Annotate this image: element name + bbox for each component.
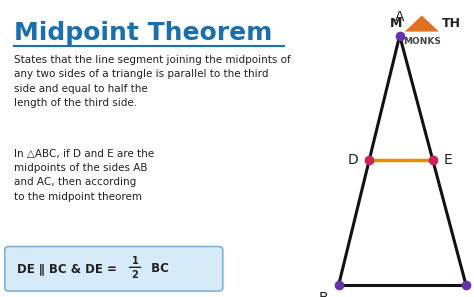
- Text: States that the line segment joining the midpoints of
any two sides of a triangl: States that the line segment joining the…: [14, 55, 291, 108]
- Text: MONKS: MONKS: [403, 37, 441, 46]
- Text: DE ∥ BC & DE =: DE ∥ BC & DE =: [17, 262, 120, 275]
- Text: TH: TH: [441, 17, 460, 30]
- Text: 1: 1: [132, 256, 138, 266]
- Text: Midpoint Theorem: Midpoint Theorem: [14, 21, 273, 45]
- Text: E: E: [444, 153, 452, 168]
- Text: 2: 2: [132, 270, 138, 280]
- Text: In △ABC, if D and E are the
midpoints of the sides AB
and AC, then according
to : In △ABC, if D and E are the midpoints of…: [14, 148, 155, 202]
- Text: D: D: [348, 153, 358, 168]
- Text: B: B: [319, 291, 328, 297]
- Text: M: M: [390, 17, 402, 30]
- Text: BC: BC: [147, 262, 169, 275]
- Polygon shape: [405, 15, 439, 31]
- FancyBboxPatch shape: [5, 247, 223, 291]
- Text: A: A: [395, 10, 404, 24]
